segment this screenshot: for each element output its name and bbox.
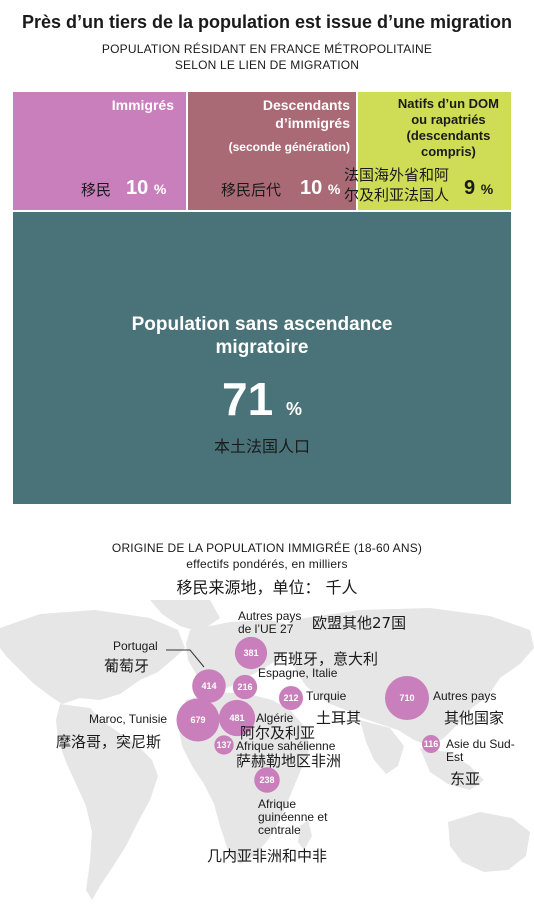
- bubbles-group: 414 381 216 212 679 481 137 238 710 116: [176, 636, 440, 793]
- label-autres-pays: Autres pays: [433, 689, 497, 703]
- bubble-value-1: 381: [243, 648, 258, 658]
- treemap-sans-ascendance: [13, 212, 511, 504]
- bubble-value-5: 481: [229, 713, 244, 723]
- cn-autres-ue: 欧盟其他27国: [312, 614, 407, 632]
- label-autres-ue: Autres pays de l’UE 27: [238, 609, 302, 636]
- cn-maroc-tunisie: 摩洛哥，突尼斯: [56, 733, 162, 751]
- bubble-value-0: 414: [201, 681, 216, 691]
- label-turquie: Turquie: [306, 689, 347, 703]
- bubble-9: [422, 735, 440, 753]
- label-afrique-sahelienne: Afrique sahélienne: [236, 739, 336, 753]
- natifs-cn: 法国海外省和阿 尔及利亚法国人: [344, 166, 450, 204]
- treemap-immigres: Immigrés 移民 10 %: [13, 92, 186, 210]
- cn-algerie: 阿尔及利亚: [240, 724, 316, 742]
- label-asie-sud-est: Asie du Sud-Est: [446, 737, 515, 764]
- origin-title: ORIGINE DE LA POPULATION IMMIGRÉE (18-60…: [111, 541, 423, 555]
- label-portugal: Portugal: [113, 639, 158, 653]
- bubble-7: [254, 767, 280, 793]
- bubble-value-6: 137: [216, 740, 231, 750]
- cn-turquie: 土耳其: [316, 709, 362, 727]
- portugal-leader-line: [166, 649, 205, 668]
- origin-cn: 移民来源地，单位： 千人: [176, 578, 358, 597]
- cn-afrique-guineenne: 几内亚非洲和中非: [206, 847, 327, 865]
- descendants-label: Descendants d’immigrés (seconde générati…: [228, 97, 350, 154]
- chart-subtitle-line1: POPULATION RÉSIDANT EN FRANCE MÉTROPOLIT…: [101, 42, 433, 56]
- bubble-value-4: 679: [190, 715, 205, 725]
- bubble-3: [278, 685, 304, 711]
- treemap-descendants: Descendants d’immigrés (seconde générati…: [188, 92, 356, 210]
- bubble-value-2: 216: [237, 682, 252, 692]
- bubble-value-9: 116: [424, 739, 439, 749]
- bubble-value-8: 710: [399, 693, 414, 703]
- label-afrique-guineenne: Afrique guinéenne et centrale: [258, 797, 328, 837]
- cn-autres-pays: 其他国家: [444, 709, 505, 727]
- bubble-1: [234, 636, 268, 670]
- bubble-4: [176, 698, 220, 742]
- cn-espagne-italie: 西班牙，意大利: [273, 650, 379, 668]
- bubble-value-7: 238: [259, 775, 274, 785]
- sans-ascendance-label: Population sans ascendance migratoire: [131, 314, 393, 358]
- treemap-natifs: Natifs d’un DOM ou rapatriés (descendant…: [344, 92, 511, 210]
- world-map: 414 381 216 212 679 481 137 238 710 116: [0, 600, 534, 900]
- bubble-2: [232, 674, 258, 700]
- sans-ascendance-cn: 本土法国人口: [213, 437, 310, 456]
- chart-subtitle-line2: SELON LE LIEN DE MIGRATION: [174, 58, 360, 72]
- immigres-label: Immigrés: [111, 97, 174, 113]
- bubble-6: [214, 735, 234, 755]
- cn-portugal: 葡萄牙: [104, 657, 150, 675]
- natifs-label: Natifs d’un DOM ou rapatriés (descendant…: [397, 96, 499, 159]
- origin-subtitle: effectifs pondérés, en milliers: [186, 557, 348, 571]
- natifs-pct: 9 %: [464, 177, 494, 199]
- cn-asie-sud-est: 东亚: [450, 770, 481, 788]
- immigres-pct: 10 %: [126, 177, 167, 199]
- immigres-cn: 移民: [81, 181, 112, 199]
- descendants-cn: 移民后代: [221, 181, 282, 199]
- descendants-pct: 10 %: [300, 177, 341, 199]
- bubble-value-3: 212: [283, 693, 298, 703]
- cn-afrique-sahelienne: 萨赫勒地区非洲: [236, 752, 342, 770]
- sans-ascendance-pct: 71 %: [222, 373, 302, 425]
- bubble-5: [218, 699, 256, 737]
- label-espagne-italie: Espagne, Italie: [258, 666, 338, 680]
- label-maroc-tunisie: Maroc, Tunisie: [89, 712, 168, 726]
- label-algerie: Algérie: [256, 711, 294, 725]
- bubble-0: [192, 669, 226, 703]
- chart-title: Près d’un tiers de la population est iss…: [21, 12, 513, 32]
- bubble-8: [385, 676, 429, 720]
